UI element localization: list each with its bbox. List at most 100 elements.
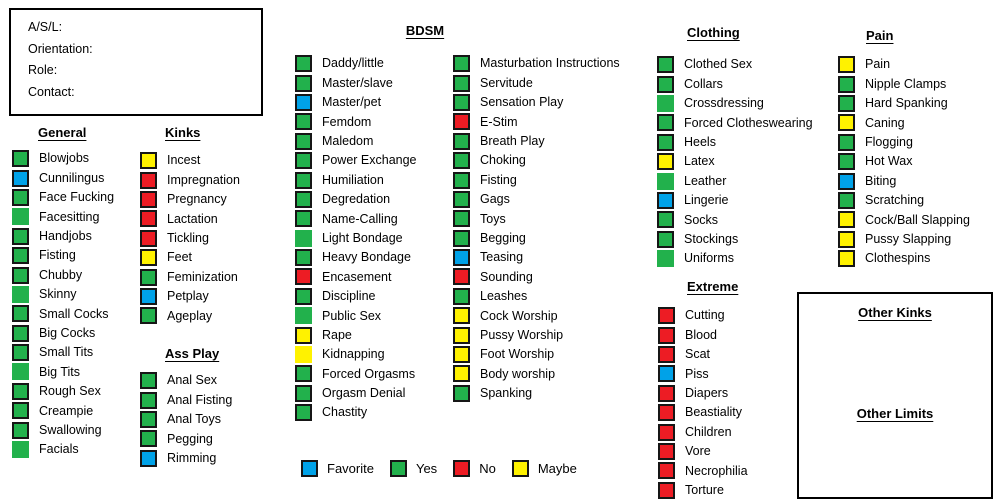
status-checkbox-yes[interactable] [12,441,29,459]
status-checkbox-yes[interactable] [295,210,312,228]
status-checkbox-maybe[interactable] [140,249,157,267]
status-checkbox-maybe[interactable] [838,56,855,74]
status-checkbox-favorite[interactable] [12,169,29,187]
status-checkbox-yes[interactable] [295,74,312,92]
status-checkbox-yes[interactable] [295,152,312,170]
status-checkbox-no[interactable] [140,229,157,247]
status-checkbox-yes[interactable] [838,191,855,209]
status-checkbox-yes[interactable] [657,230,674,248]
section-header-pain: Pain [866,28,894,43]
status-checkbox-no[interactable] [295,268,312,286]
status-checkbox-yes[interactable] [295,287,312,305]
status-checkbox-yes[interactable] [838,153,855,171]
status-checkbox-yes[interactable] [12,324,29,342]
status-checkbox-yes[interactable] [453,152,470,170]
status-checkbox-yes[interactable] [12,421,29,439]
status-checkbox-no[interactable] [140,190,157,208]
status-checkbox-yes[interactable] [657,211,674,229]
status-checkbox-yes[interactable] [453,171,470,189]
status-checkbox-no[interactable] [453,268,470,286]
status-checkbox-yes[interactable] [295,190,312,208]
status-checkbox-yes[interactable] [140,372,157,390]
status-checkbox-maybe[interactable] [453,346,470,364]
status-checkbox-maybe[interactable] [838,211,855,229]
status-checkbox-yes[interactable] [838,75,855,93]
status-checkbox-no[interactable] [658,423,675,441]
status-checkbox-yes[interactable] [295,171,312,189]
status-checkbox-yes[interactable] [12,150,29,168]
status-checkbox-no[interactable] [658,442,675,460]
status-checkbox-favorite[interactable] [453,249,470,267]
status-checkbox-yes[interactable] [12,247,29,265]
status-checkbox-yes[interactable] [838,133,855,151]
status-checkbox-favorite[interactable] [295,93,312,111]
status-checkbox-favorite[interactable] [140,449,157,467]
status-checkbox-yes[interactable] [657,75,674,93]
status-checkbox-yes[interactable] [657,133,674,151]
status-checkbox-no[interactable] [658,326,675,344]
status-checkbox-yes[interactable] [12,285,29,303]
status-checkbox-yes[interactable] [140,307,157,325]
status-checkbox-yes[interactable] [140,391,157,409]
status-checkbox-yes[interactable] [12,305,29,323]
status-checkbox-yes[interactable] [453,132,470,150]
status-checkbox-yes[interactable] [295,132,312,150]
status-checkbox-yes[interactable] [140,410,157,428]
status-checkbox-no[interactable] [658,404,675,422]
status-checkbox-maybe[interactable] [140,152,157,170]
status-checkbox-yes[interactable] [295,404,312,422]
status-checkbox-maybe[interactable] [453,326,470,344]
status-checkbox-yes[interactable] [657,56,674,74]
status-checkbox-yes[interactable] [295,249,312,267]
status-checkbox-favorite[interactable] [838,172,855,190]
status-checkbox-no[interactable] [658,307,675,325]
status-checkbox-yes[interactable] [838,94,855,112]
status-checkbox-maybe[interactable] [295,326,312,344]
status-checkbox-yes[interactable] [12,382,29,400]
status-checkbox-no[interactable] [140,171,157,189]
status-checkbox-yes[interactable] [12,188,29,206]
status-checkbox-maybe[interactable] [295,346,312,364]
status-checkbox-no[interactable] [658,384,675,402]
status-checkbox-yes[interactable] [295,384,312,402]
status-checkbox-yes[interactable] [295,113,312,131]
status-checkbox-yes[interactable] [657,94,674,112]
status-checkbox-no[interactable] [453,113,470,131]
status-checkbox-maybe[interactable] [657,153,674,171]
status-checkbox-favorite[interactable] [140,287,157,305]
status-checkbox-favorite[interactable] [658,365,675,383]
status-checkbox-yes[interactable] [295,55,312,73]
status-checkbox-yes[interactable] [453,55,470,73]
status-checkbox-yes[interactable] [12,208,29,226]
status-checkbox-yes[interactable] [12,402,29,420]
status-checkbox-yes[interactable] [12,227,29,245]
status-checkbox-yes[interactable] [295,365,312,383]
status-checkbox-yes[interactable] [295,229,312,247]
status-checkbox-yes[interactable] [453,287,470,305]
status-checkbox-yes[interactable] [12,363,29,381]
status-checkbox-no[interactable] [658,462,675,480]
status-checkbox-no[interactable] [658,481,675,499]
status-checkbox-maybe[interactable] [453,365,470,383]
status-checkbox-favorite[interactable] [657,191,674,209]
status-checkbox-no[interactable] [140,210,157,228]
status-checkbox-yes[interactable] [453,74,470,92]
status-checkbox-yes[interactable] [140,268,157,286]
status-checkbox-maybe[interactable] [838,230,855,248]
status-checkbox-maybe[interactable] [838,250,855,268]
status-checkbox-maybe[interactable] [838,114,855,132]
status-checkbox-yes[interactable] [12,266,29,284]
status-checkbox-yes[interactable] [453,210,470,228]
status-checkbox-yes[interactable] [657,172,674,190]
status-checkbox-yes[interactable] [657,250,674,268]
status-checkbox-yes[interactable] [140,430,157,448]
status-checkbox-no[interactable] [658,345,675,363]
status-checkbox-yes[interactable] [453,229,470,247]
status-checkbox-yes[interactable] [12,344,29,362]
status-checkbox-yes[interactable] [657,114,674,132]
status-checkbox-yes[interactable] [453,93,470,111]
status-checkbox-maybe[interactable] [453,307,470,325]
status-checkbox-yes[interactable] [453,384,470,402]
status-checkbox-yes[interactable] [295,307,312,325]
status-checkbox-yes[interactable] [453,190,470,208]
